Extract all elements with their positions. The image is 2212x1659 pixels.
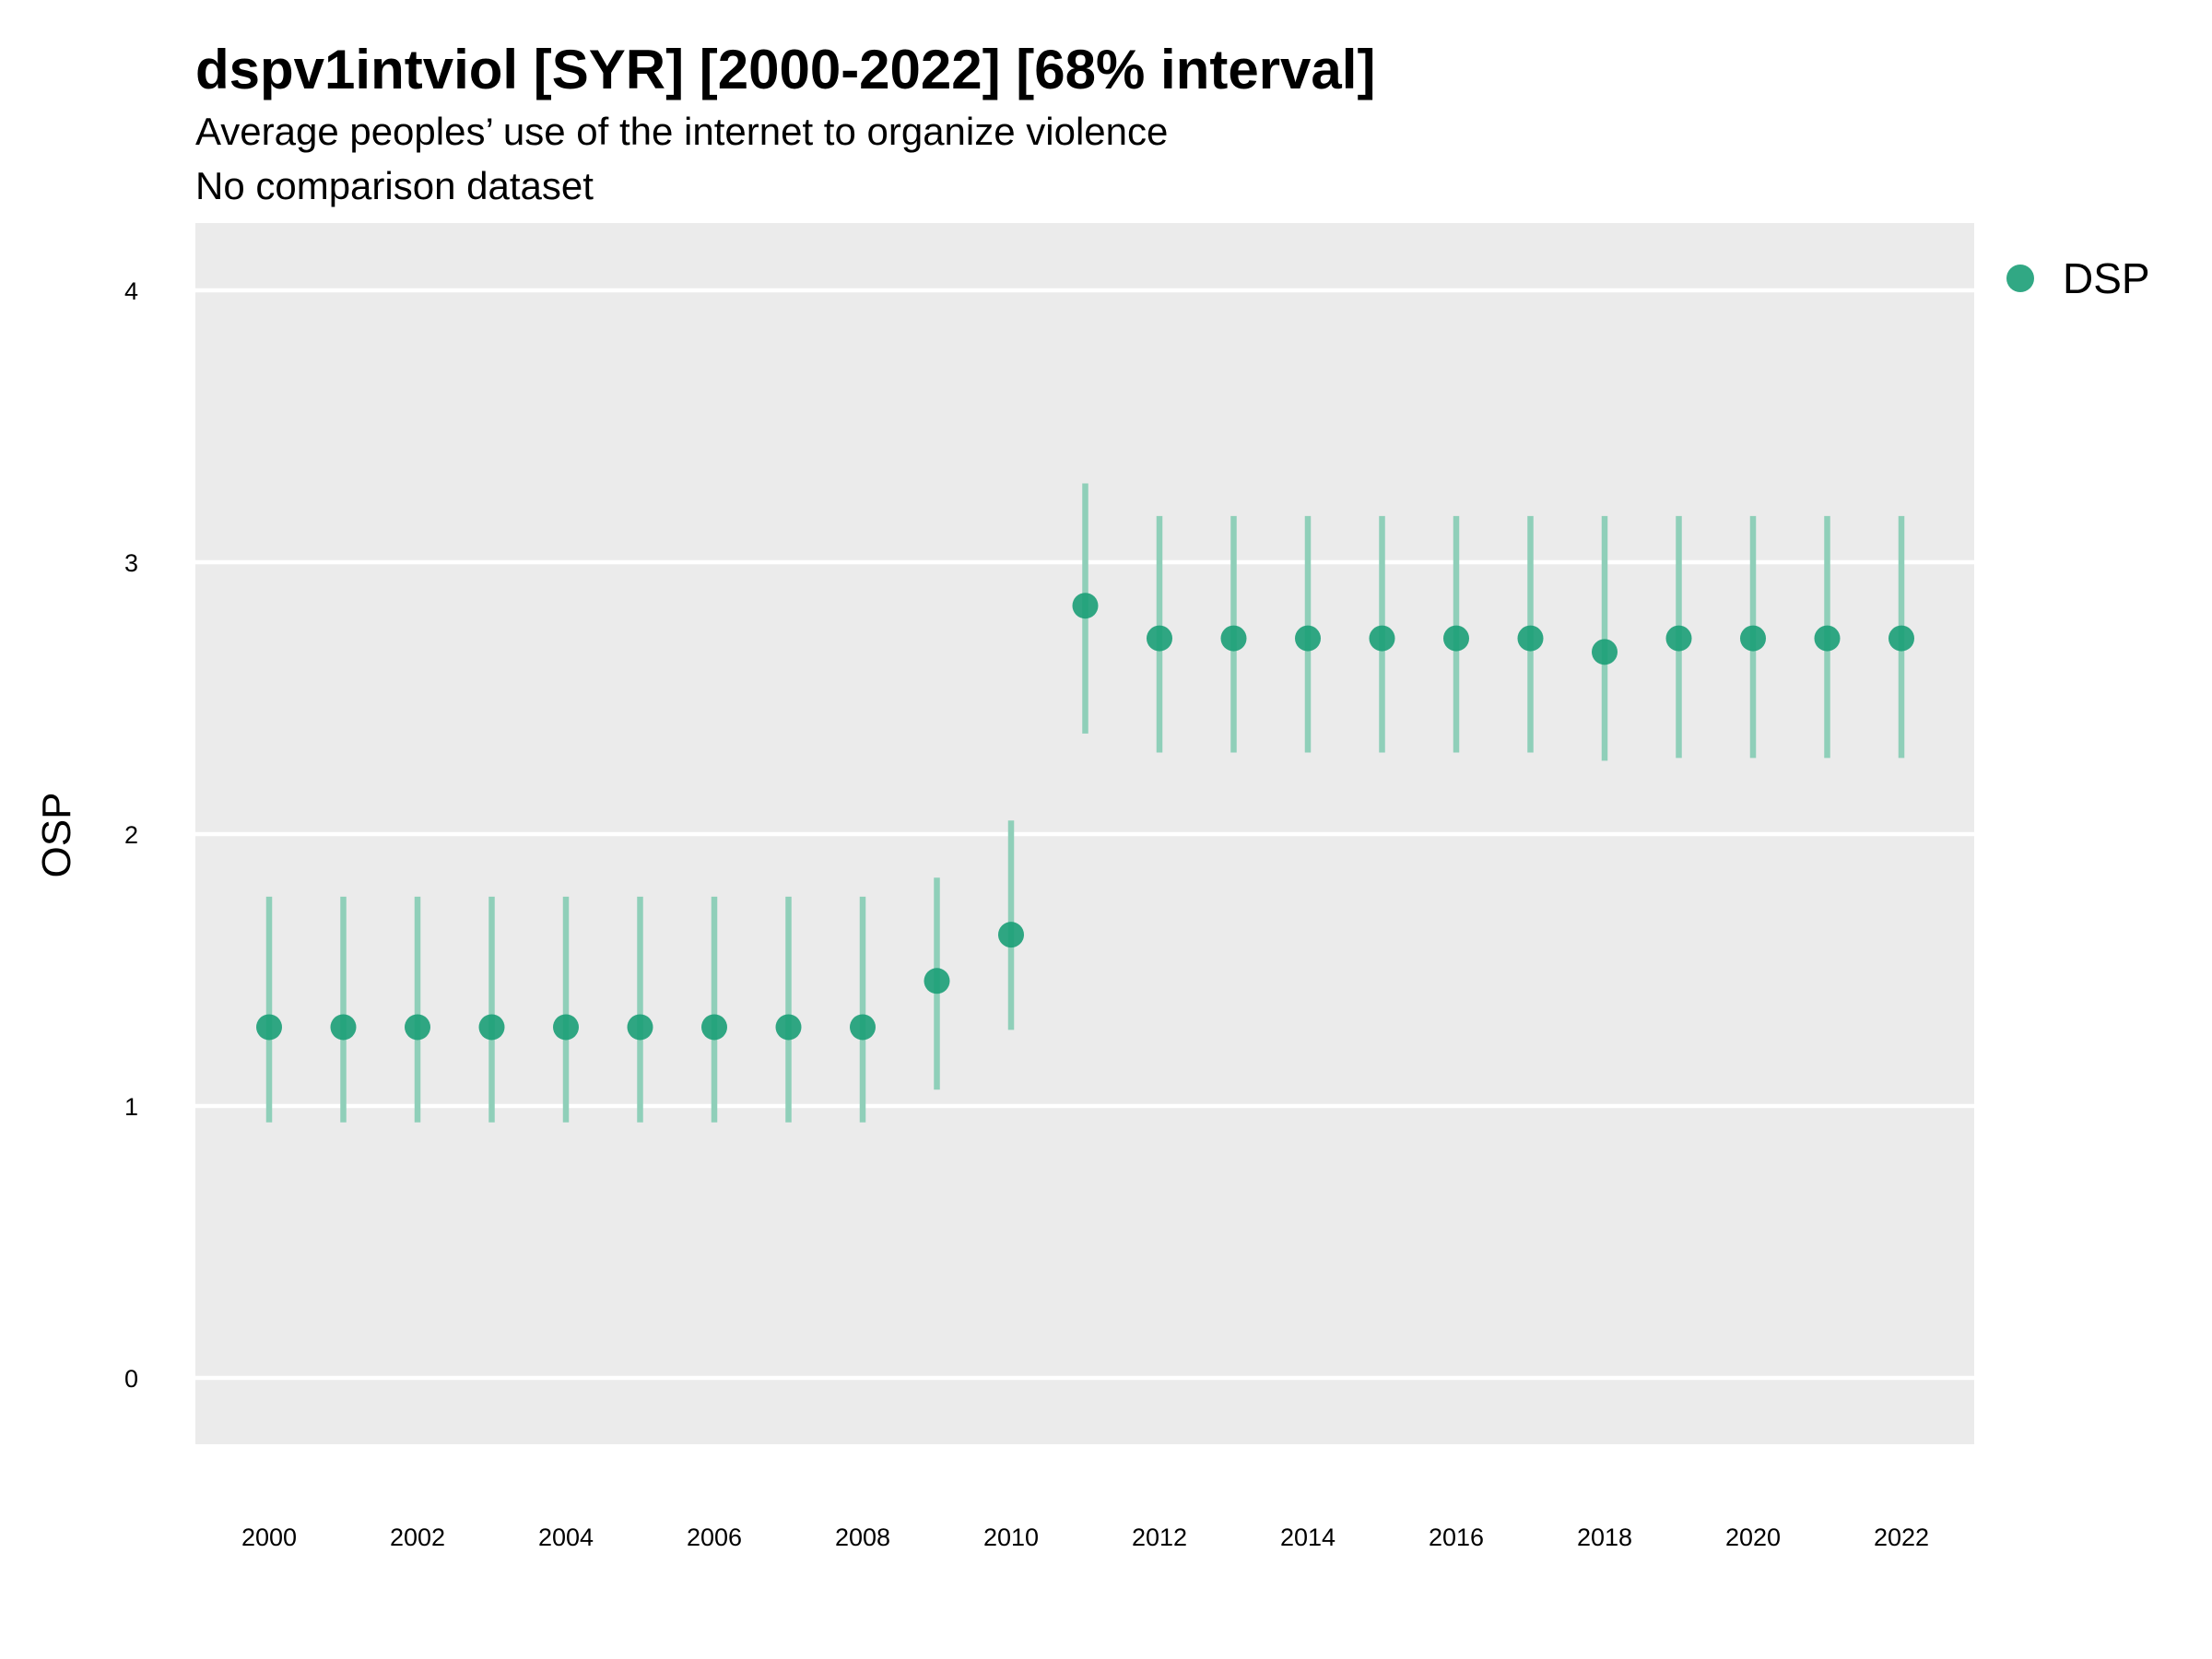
data-point-2016 [1443, 625, 1469, 652]
chart-title: dspv1intviol [SYR] [2000-2022] [68% inte… [195, 39, 1375, 100]
data-point-2004 [553, 1014, 579, 1041]
x-tick-label-2022: 2022 [1874, 1524, 1929, 1551]
y-axis-title: OSP [34, 793, 79, 878]
data-point-2022 [1888, 625, 1914, 652]
x-tick-label-2002: 2002 [390, 1524, 445, 1551]
data-point-2005 [627, 1014, 653, 1041]
x-tick-label-2010: 2010 [983, 1524, 1039, 1551]
x-tick-label-2004: 2004 [538, 1524, 594, 1551]
y-tick-label-3: 3 [124, 549, 138, 577]
y-tick-label-2: 2 [124, 821, 138, 849]
data-point-2018 [1592, 639, 1618, 665]
data-point-2015 [1369, 625, 1395, 652]
x-tick-label-2000: 2000 [241, 1524, 297, 1551]
legend: DSP [2006, 254, 2150, 302]
data-point-2003 [478, 1014, 505, 1041]
data-point-2008 [850, 1014, 876, 1041]
data-point-2017 [1517, 625, 1544, 652]
legend-label-dsp: DSP [2063, 254, 2150, 302]
x-tick-label-2006: 2006 [687, 1524, 742, 1551]
data-point-2007 [775, 1014, 802, 1041]
chart-subtitle-line-1: Average peoples’ use of the internet to … [195, 110, 1168, 153]
data-point-2021 [1814, 625, 1841, 652]
data-point-2002 [405, 1014, 430, 1041]
y-tick-label-0: 0 [124, 1365, 138, 1393]
data-point-2019 [1665, 625, 1692, 652]
x-tick-label-2014: 2014 [1280, 1524, 1335, 1551]
y-axis-ticks: 0 1 2 3 4 [124, 277, 138, 1393]
y-tick-label-1: 1 [124, 1093, 138, 1121]
data-point-2013 [1220, 625, 1247, 652]
data-point-2011 [1072, 593, 1099, 619]
data-point-2009 [924, 968, 950, 994]
data-point-2010 [998, 922, 1024, 948]
data-points [256, 593, 1914, 1041]
data-point-2014 [1295, 625, 1321, 652]
data-point-2001 [330, 1014, 357, 1041]
chart-subtitle-line-2: No comparison dataset [195, 164, 594, 207]
x-tick-label-2012: 2012 [1132, 1524, 1187, 1551]
x-tick-label-2018: 2018 [1577, 1524, 1632, 1551]
y-tick-label-4: 4 [124, 277, 138, 305]
data-point-2006 [701, 1014, 727, 1041]
x-axis-ticks: 2000 2002 2004 2006 2008 2010 2012 2014 2016 2018… [241, 1524, 1929, 1551]
data-point-2000 [256, 1014, 282, 1041]
legend-marker-dsp [2006, 265, 2034, 292]
data-point-2020 [1740, 625, 1766, 652]
x-tick-label-2008: 2008 [835, 1524, 890, 1551]
x-tick-label-2020: 2020 [1725, 1524, 1781, 1551]
x-tick-label-2016: 2016 [1429, 1524, 1484, 1551]
data-point-2012 [1147, 625, 1172, 652]
